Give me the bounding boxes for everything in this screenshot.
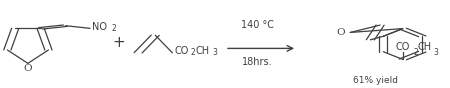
Text: 3: 3 — [212, 48, 217, 57]
Text: 140 °C: 140 °C — [241, 20, 274, 30]
Text: CO: CO — [175, 46, 189, 56]
Text: 61% yield: 61% yield — [353, 76, 398, 85]
Text: O: O — [336, 28, 345, 37]
Text: O: O — [23, 64, 32, 73]
Text: 2: 2 — [414, 48, 419, 57]
Text: CH: CH — [196, 46, 210, 56]
Text: 18hrs.: 18hrs. — [242, 57, 273, 67]
Text: 3: 3 — [433, 48, 438, 57]
Text: CO: CO — [396, 42, 410, 52]
Text: CH: CH — [418, 42, 432, 52]
Text: +: + — [113, 35, 126, 50]
Text: NO: NO — [92, 22, 108, 32]
Text: 2: 2 — [191, 48, 196, 57]
Text: 2: 2 — [111, 24, 116, 33]
